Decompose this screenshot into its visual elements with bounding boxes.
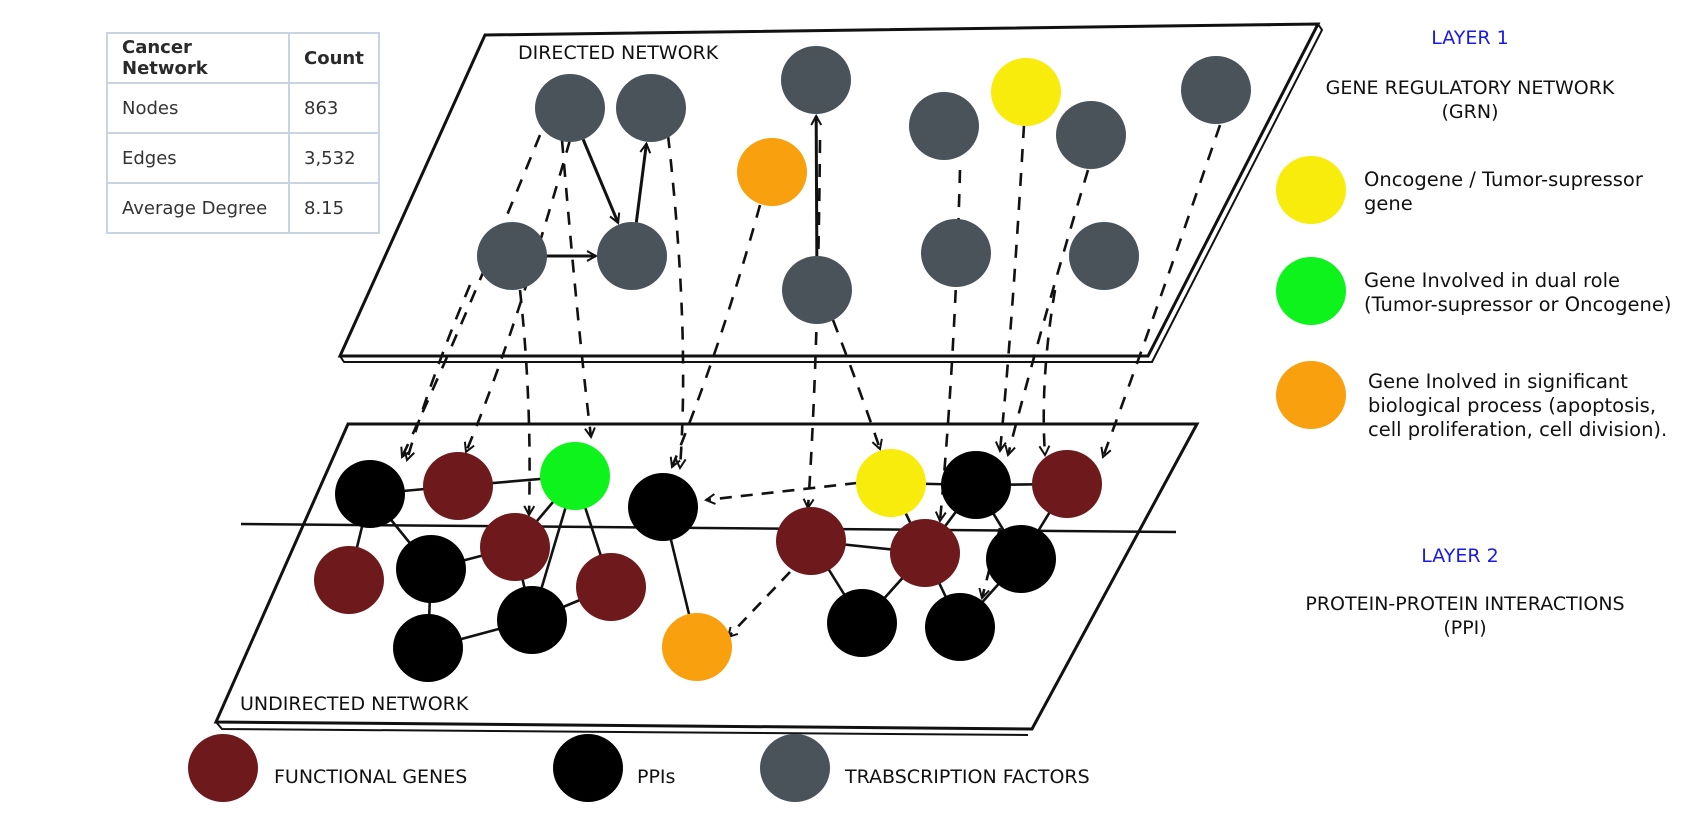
ppi-node [396,535,466,603]
interlayer-projection [560,139,591,437]
directed-edge [581,138,618,222]
table-row: Nodes 863 [106,82,380,134]
interlayer-projection [402,134,542,457]
functional-gene-node [480,513,550,581]
layer2-dashed-arrow [706,481,858,500]
directed-edge [816,116,817,257]
interlayer-projection [518,289,530,515]
legend-functional-genes-label: FUNCTIONAL GENES [274,766,468,788]
table-header: Cancer Network [106,32,290,84]
ppi-node [827,589,897,657]
functional-gene-node [890,519,960,587]
functional-gene-node [776,507,846,575]
ppi-node [393,614,463,682]
layer2-label: LAYER 2 [1421,545,1499,567]
interlayer-projection [466,139,572,452]
transcription-factor-node [921,219,991,287]
table-header-row: Cancer Network Count [106,32,380,84]
interlayer-projections [402,124,1222,521]
undirected-network-title: UNDIRECTED NETWORK [240,693,469,715]
interlayer-projection [407,284,472,460]
transcription-factor-node [781,46,851,114]
ppi-node [941,451,1011,519]
table-cell: Edges [106,132,290,184]
oncogene-node [991,58,1061,126]
table-header: Count [288,32,380,84]
directed-network-title: DIRECTED NETWORK [518,42,719,64]
table-cell: Nodes [106,82,290,134]
interlayer-projection [672,204,762,467]
table-row: Average Degree 8.15 [106,182,380,234]
oncogene-node [856,449,926,517]
legend-line: Gene Involved in dual role [1364,269,1620,292]
layer2-title-text: PROTEIN-PROTEIN INTERACTIONS [1305,593,1625,615]
layer2-dashed-arrows [706,481,1002,637]
layer2-dashed-arrow [728,571,791,637]
layer2-title: PROTEIN-PROTEIN INTERACTIONS (PPI) [1270,592,1660,640]
table-cell: Average Degree [106,182,290,234]
cancer-network-stats-table: Cancer Network Count Nodes 863 Edges 3,5… [106,32,380,234]
transcription-factor-node [1181,56,1251,124]
transcription-factor-node [477,222,547,290]
legend-ppis-swatch [553,734,623,802]
layer1-label: LAYER 1 [1431,27,1509,49]
legend-dual-role-text: Gene Involved in dual role (Tumor-supres… [1364,269,1671,317]
functional-gene-node [423,452,493,520]
legend-oncogene-text: Oncogene / Tumor-supressor gene [1364,168,1643,216]
legend-transcription-factors-swatch [760,734,830,802]
legend-line: biological process (apoptosis, [1368,394,1657,417]
layer1-title-abbr: (GRN) [1441,101,1499,123]
interlayer-projection [831,319,880,449]
legend-ppis-label: PPIs [637,766,676,788]
ppi-node [925,593,995,661]
legend-line: Gene Inolved in significant [1368,370,1628,393]
legend-line: cell proliferation, cell division). [1368,418,1668,441]
network-nodes [314,46,1251,682]
legend-dual-role-swatch [1276,257,1346,325]
legend-transcription-factors-label: TRABSCRIPTION FACTORS [845,766,1090,788]
legend-line: gene [1364,192,1413,215]
table-row: Edges 3,532 [106,132,380,184]
table-cell: 8.15 [288,182,380,234]
transcription-factor-node [597,222,667,290]
layer2-title-abbr: (PPI) [1443,617,1487,639]
interlayer-projection [1044,289,1057,455]
legend-oncogene-swatch [1276,156,1346,224]
legend-line: Oncogene / Tumor-supressor [1364,168,1643,191]
ppi-node [628,473,698,541]
directed-edges [546,116,817,256]
ppi-node [497,586,567,654]
transcription-factor-node [616,74,686,142]
layer1-title-text: GENE REGULATORY NETWORK [1325,77,1615,99]
functional-gene-node [576,553,646,621]
legend-biological-process-swatch [1276,361,1346,429]
transcription-factor-node [535,74,605,142]
functional-gene-node [1032,450,1102,518]
interlayer-projection [666,134,683,468]
functional-gene-node [314,546,384,614]
transcription-factor-node [1069,222,1139,290]
table-cell: 3,532 [288,132,380,184]
ppi-node [335,460,405,528]
transcription-factor-node [909,92,979,160]
directed-edge [634,144,646,223]
legend-biological-process-text: Gene Inolved in significant biological p… [1368,370,1667,442]
interlayer-projection [1103,124,1222,457]
legend-functional-genes-swatch [188,734,258,802]
transcription-factor-node [782,256,852,324]
interlayer-projection [808,139,822,508]
layer1-title: GENE REGULATORY NETWORK (GRN) [1280,76,1660,124]
biological-process-gene-node [737,138,807,206]
legend-line: (Tumor-supressor or Oncogene) [1364,293,1672,316]
interlayer-projection [1000,124,1026,451]
dual-role-gene-node [540,442,610,510]
biological-process-gene-node [662,613,732,681]
transcription-factor-node [1056,101,1126,169]
ppi-node [986,525,1056,593]
table-cell: 863 [288,82,380,134]
